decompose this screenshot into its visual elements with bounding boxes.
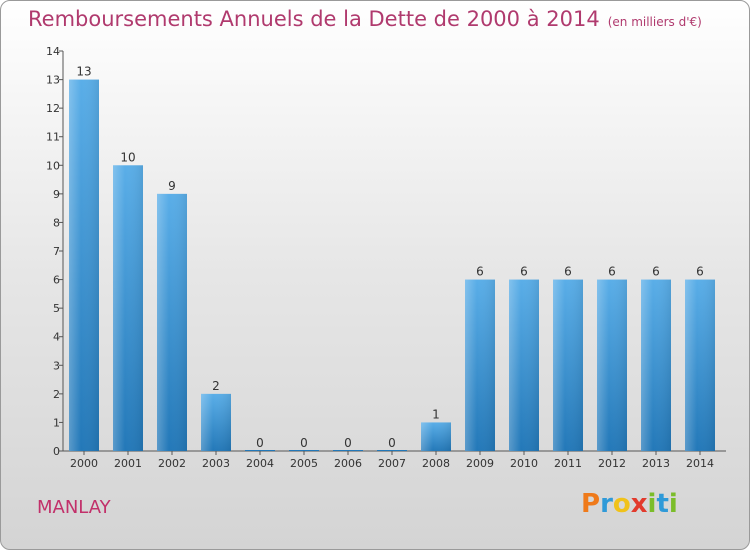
data-label: 0 — [388, 436, 396, 450]
data-label: 6 — [476, 265, 484, 279]
y-tick-label: 11 — [46, 131, 60, 144]
bar-shine-2010 — [509, 279, 539, 451]
x-tick-label: 2013 — [642, 457, 670, 470]
commune-name: MANLAY — [37, 497, 111, 518]
bar-2005 — [289, 450, 319, 451]
x-tick-label: 2006 — [334, 457, 362, 470]
y-tick-label: 2 — [53, 388, 60, 401]
y-tick-label: 5 — [53, 302, 60, 315]
bars-group — [69, 79, 715, 452]
x-tick-label: 2001 — [114, 457, 142, 470]
y-tick-label: 8 — [53, 216, 60, 229]
x-tick-label: 2010 — [510, 457, 538, 470]
data-label: 10 — [120, 150, 135, 164]
x-tick-label: 2005 — [290, 457, 318, 470]
data-label: 0 — [344, 436, 352, 450]
bar-shine-2000 — [69, 79, 99, 452]
y-tick-label: 10 — [46, 159, 60, 172]
y-tick-label: 14 — [46, 45, 60, 58]
x-tick-label: 2012 — [598, 457, 626, 470]
y-tick-label: 4 — [53, 331, 60, 344]
y-tick-label: 13 — [46, 74, 60, 87]
bar-shine-2001 — [113, 165, 143, 452]
bar-2007 — [377, 450, 407, 451]
data-label: 2 — [212, 379, 220, 393]
x-tick-label: 2008 — [422, 457, 450, 470]
y-tick-label: 7 — [53, 245, 60, 258]
bar-shine-2012 — [597, 279, 627, 451]
y-tick-label: 12 — [46, 102, 60, 115]
data-labels-group: 13 10 9 2 0 0 0 0 1 6 6 6 6 6 6 — [76, 65, 703, 450]
proxiti-logo: Proxiti — [581, 489, 678, 519]
x-axis: 2000 2001 2002 2003 2004 2005 2006 2007 2008 2009… — [62, 450, 726, 470]
bar-shine-2008 — [421, 422, 451, 451]
data-label: 6 — [520, 265, 528, 279]
data-label: 0 — [300, 436, 308, 450]
y-tick-label: 0 — [53, 445, 60, 458]
y-tick-label: 6 — [53, 274, 60, 287]
x-tick-label: 2009 — [466, 457, 494, 470]
data-label: 0 — [256, 436, 264, 450]
x-tick-label: 2014 — [686, 457, 714, 470]
y-tick-label: 1 — [53, 416, 60, 429]
bar-shine-2009 — [465, 279, 495, 451]
x-tick-label: 2011 — [554, 457, 582, 470]
bar-shine-2002 — [157, 193, 187, 451]
data-label: 6 — [696, 265, 704, 279]
chart-title-text: Remboursements Annuels de la Dette de 20… — [28, 7, 600, 31]
bar-shine-2003 — [201, 393, 231, 451]
bar-shine-2011 — [553, 279, 583, 451]
x-tick-label: 2007 — [378, 457, 406, 470]
bar-2006 — [333, 450, 363, 451]
y-tick-label: 9 — [53, 188, 60, 201]
y-tick-label: 3 — [53, 359, 60, 372]
chart-title: Remboursements Annuels de la Dette de 20… — [28, 7, 702, 31]
data-label: 13 — [76, 65, 91, 79]
bar-shine-2014 — [685, 279, 715, 451]
data-label: 6 — [652, 265, 660, 279]
bar-2004 — [245, 450, 275, 451]
x-tick-label: 2004 — [246, 457, 274, 470]
x-tick-label: 2000 — [70, 457, 98, 470]
data-label: 1 — [432, 407, 440, 421]
x-tick-label: 2003 — [202, 457, 230, 470]
data-label: 9 — [168, 179, 176, 193]
bar-shine-2013 — [641, 279, 671, 451]
chart-unit: (en milliers d'€) — [607, 15, 702, 29]
x-tick-label: 2002 — [158, 457, 186, 470]
data-label: 6 — [608, 265, 616, 279]
data-label: 6 — [564, 265, 572, 279]
